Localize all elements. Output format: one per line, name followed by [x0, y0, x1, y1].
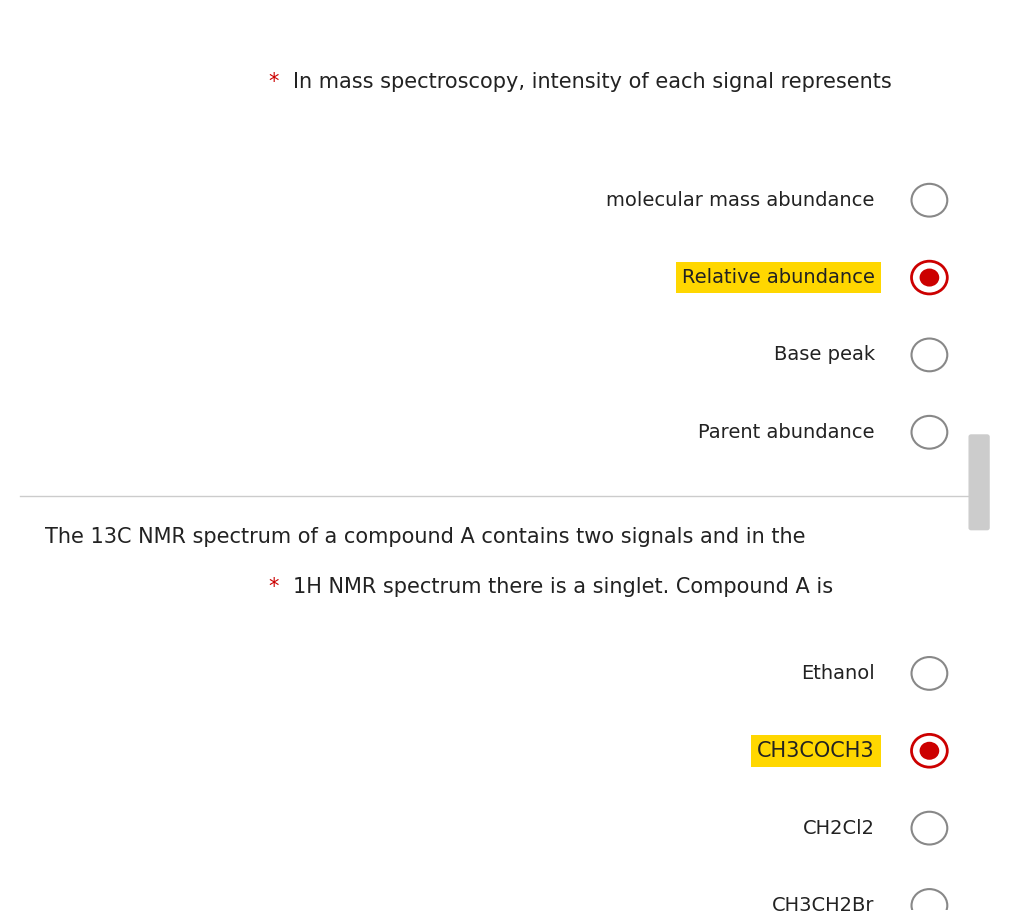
Text: Base peak: Base peak: [774, 345, 874, 365]
Text: molecular mass abundance: molecular mass abundance: [607, 191, 874, 210]
FancyBboxPatch shape: [969, 435, 989, 529]
Text: The 13C NMR spectrum of a compound A contains two signals and in the: The 13C NMR spectrum of a compound A con…: [44, 527, 805, 547]
Text: 1H NMR spectrum there is a singlet. Compound A is: 1H NMR spectrum there is a singlet. Comp…: [294, 577, 833, 597]
Text: Ethanol: Ethanol: [801, 664, 874, 683]
Text: Parent abundance: Parent abundance: [698, 423, 874, 442]
Text: CH3CH2Br: CH3CH2Br: [772, 896, 874, 915]
Circle shape: [920, 268, 939, 287]
Text: *: *: [269, 577, 279, 597]
Text: Relative abundance: Relative abundance: [682, 268, 874, 287]
Text: CH3COCH3: CH3COCH3: [757, 741, 874, 761]
Text: *: *: [269, 71, 279, 92]
Text: In mass spectroscopy, intensity of each signal represents: In mass spectroscopy, intensity of each …: [294, 71, 892, 92]
Text: CH2Cl2: CH2Cl2: [802, 819, 874, 837]
Circle shape: [920, 742, 939, 759]
